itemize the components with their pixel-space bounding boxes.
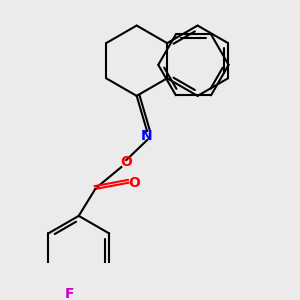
Text: F: F: [65, 287, 74, 300]
Text: O: O: [120, 155, 132, 169]
Text: N: N: [141, 129, 153, 143]
Text: O: O: [128, 176, 140, 190]
